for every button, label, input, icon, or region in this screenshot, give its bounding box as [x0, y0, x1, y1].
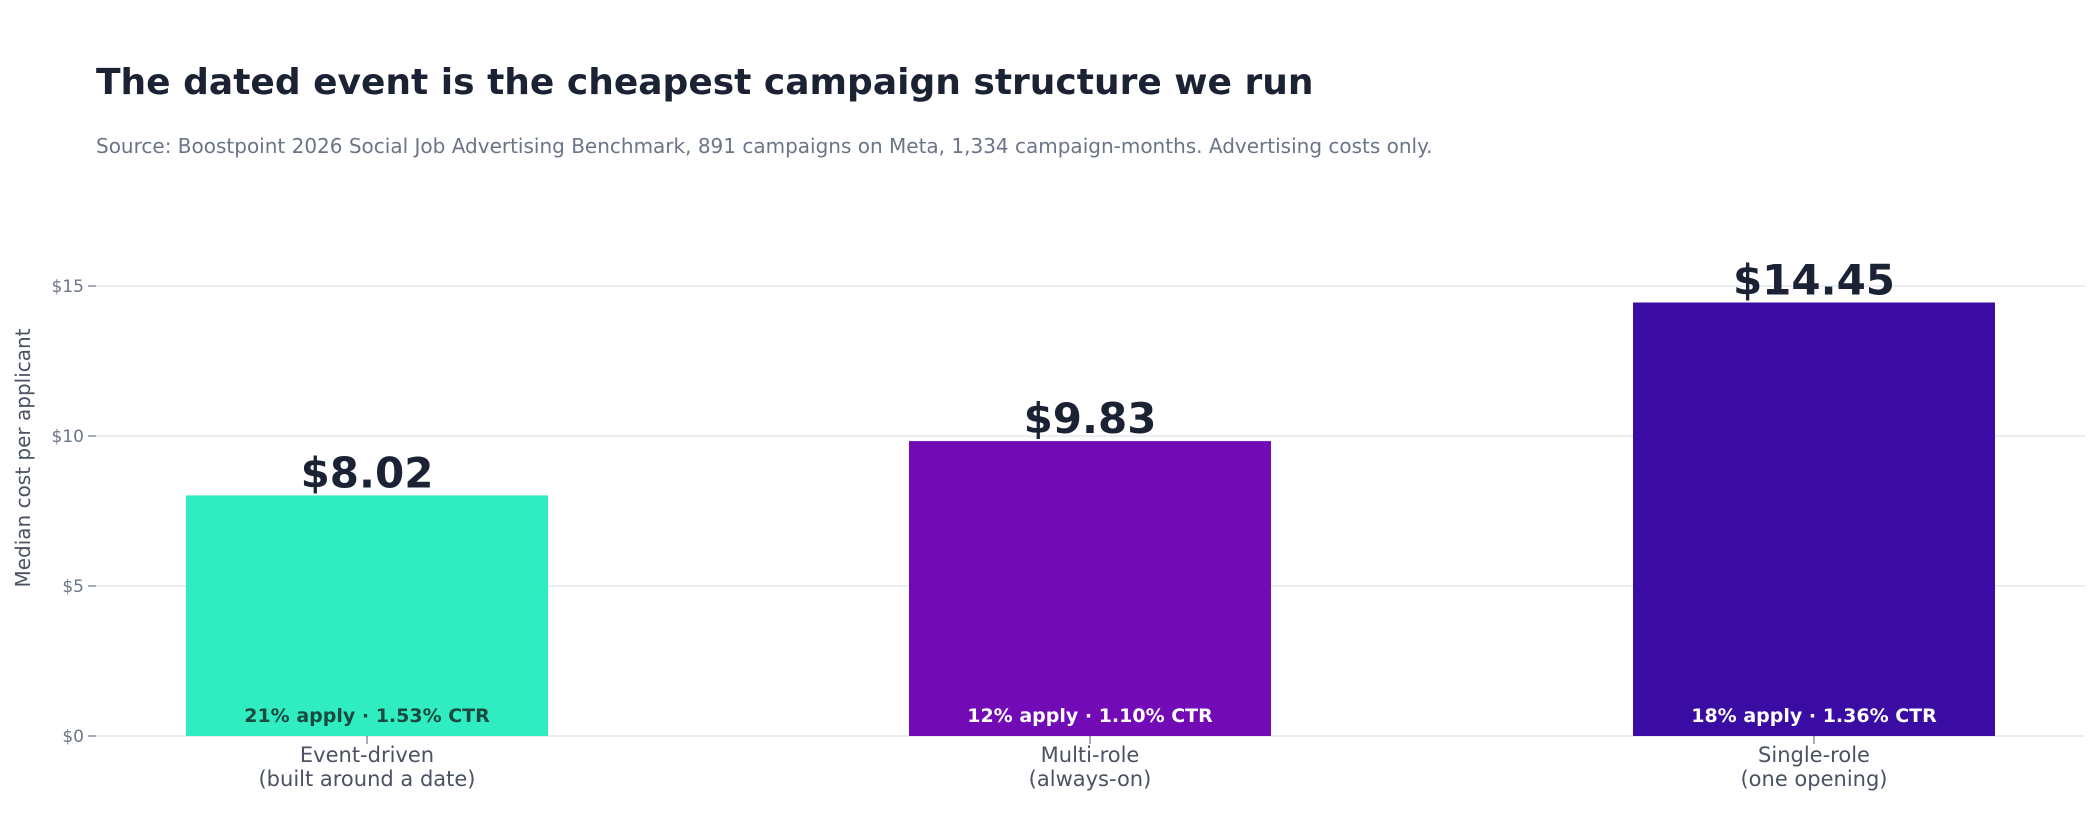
x-tick-sublabel: (built around a date): [258, 767, 475, 791]
bar-annotation: 18% apply · 1.36% CTR: [1691, 705, 1937, 727]
bar-annotation: 12% apply · 1.10% CTR: [967, 705, 1213, 727]
axis-layer: $0 $5 $10 $15 Event-driven(built around a da…: [52, 277, 1888, 791]
bar-annotation: 21% apply · 1.53% CTR: [244, 705, 490, 727]
bar: [1633, 302, 1995, 736]
bar-value-label: $14.45: [1733, 256, 1895, 305]
x-tick-label: Multi-role: [1041, 743, 1140, 767]
chart-subtitle: Source: Boostpoint 2026 Social Job Adver…: [96, 134, 1433, 158]
bar: [186, 495, 548, 736]
x-tick-sublabel: (one opening): [1740, 767, 1887, 791]
x-tick-sublabel: (always-on): [1029, 767, 1152, 791]
bar-value-label: $9.83: [1024, 394, 1157, 443]
x-tick-label: Single-role: [1758, 743, 1870, 767]
y-tick-label: $0: [62, 727, 84, 747]
y-tick-label: $10: [52, 427, 84, 447]
x-tick-label: Event-driven: [300, 743, 434, 767]
bars-layer: $8.02 21% apply · 1.53% CTR $9.83 12% apply…: [186, 256, 1995, 736]
chart-title: The dated event is the cheapest campaign…: [96, 62, 1314, 103]
y-tick-label: $15: [52, 277, 84, 297]
bar-value-label: $8.02: [301, 448, 434, 497]
y-axis-label: Median cost per applicant: [11, 328, 35, 587]
y-tick-label: $5: [62, 577, 84, 597]
bar: [909, 441, 1271, 736]
